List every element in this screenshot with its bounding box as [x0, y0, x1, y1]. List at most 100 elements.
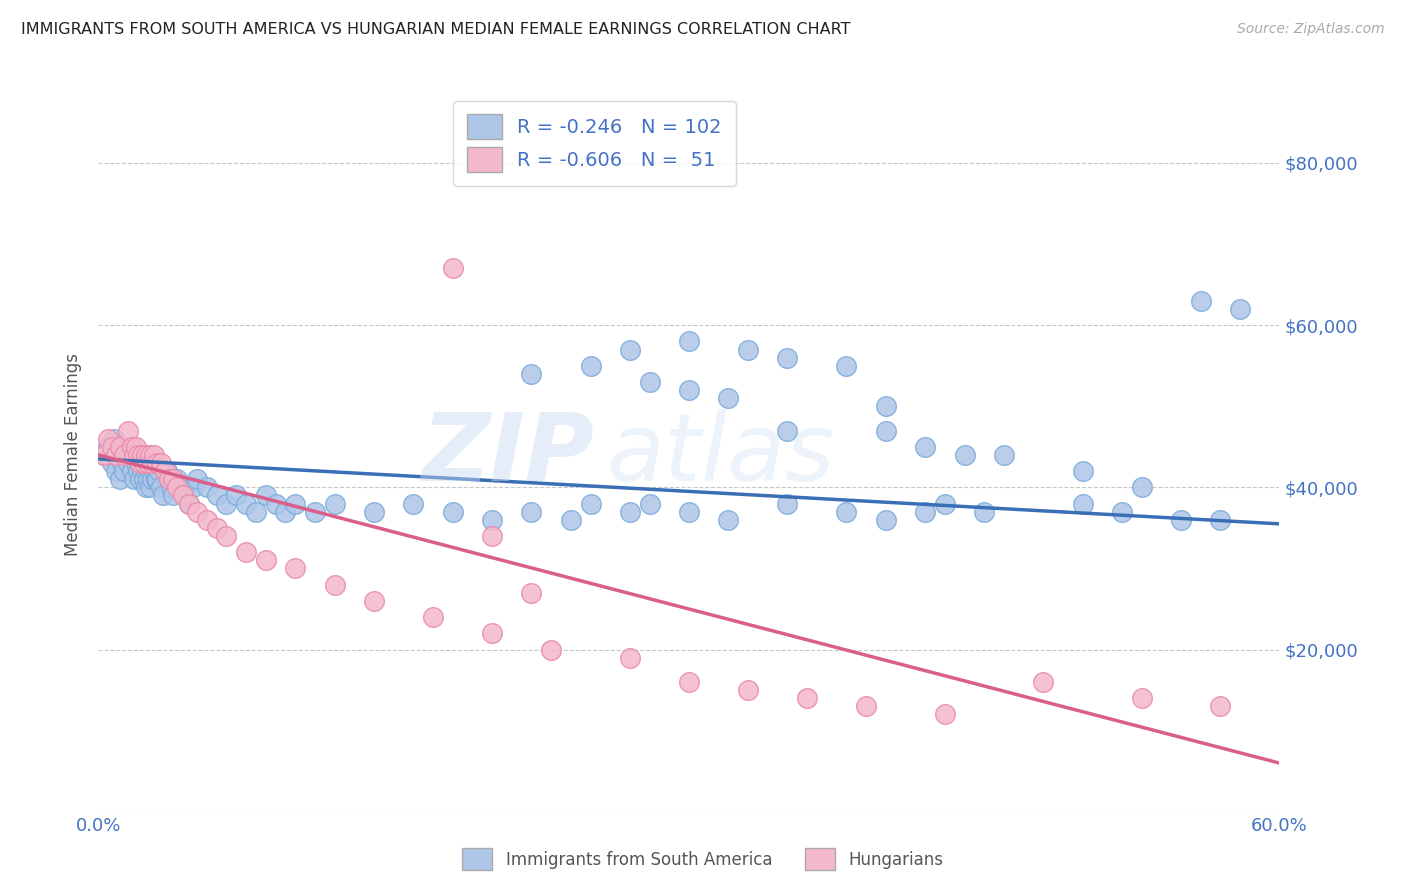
Point [105, 448, 128, 462]
Point [135, 480, 157, 494]
Point [156, 464, 179, 478]
Point [148, 464, 170, 478]
Point [195, 480, 218, 494]
Point [142, 464, 165, 478]
Point [402, 497, 425, 511]
Point [678, 505, 700, 519]
Point [875, 513, 897, 527]
Point [678, 675, 700, 690]
Point [264, 497, 287, 511]
Point [520, 586, 543, 600]
Point [141, 472, 163, 486]
Point [97, 432, 120, 446]
Point [131, 464, 153, 478]
Point [678, 383, 700, 397]
Point [155, 464, 177, 478]
Point [157, 472, 180, 486]
Point [97, 440, 120, 454]
Point [101, 440, 124, 454]
Point [1032, 675, 1054, 690]
Point [117, 424, 139, 438]
Point [166, 472, 188, 486]
Point [157, 472, 180, 486]
Point [934, 497, 956, 511]
Point [121, 440, 143, 454]
Point [122, 472, 145, 486]
Point [776, 351, 799, 365]
Point [776, 497, 799, 511]
Point [177, 497, 200, 511]
Point [619, 650, 641, 665]
Point [225, 488, 247, 502]
Point [101, 456, 124, 470]
Point [93, 448, 115, 462]
Point [166, 480, 188, 494]
Point [560, 513, 582, 527]
Point [215, 529, 238, 543]
Point [776, 424, 799, 438]
Point [284, 561, 307, 575]
Point [142, 448, 165, 462]
Point [441, 261, 464, 276]
Text: IMMIGRANTS FROM SOUTH AMERICA VS HUNGARIAN MEDIAN FEMALE EARNINGS CORRELATION CH: IMMIGRANTS FROM SOUTH AMERICA VS HUNGARI… [21, 22, 851, 37]
Point [1209, 699, 1232, 714]
Point [127, 464, 149, 478]
Point [934, 707, 956, 722]
Point [128, 456, 150, 470]
Point [619, 505, 641, 519]
Point [914, 505, 936, 519]
Point [363, 594, 385, 608]
Point [1071, 464, 1094, 478]
Point [162, 488, 184, 502]
Point [170, 480, 193, 494]
Point [835, 505, 858, 519]
Text: Source: ZipAtlas.com: Source: ZipAtlas.com [1237, 22, 1385, 37]
Point [135, 464, 157, 478]
Point [678, 334, 700, 349]
Point [215, 497, 238, 511]
Point [172, 488, 194, 502]
Point [174, 488, 197, 502]
Point [717, 513, 740, 527]
Point [93, 448, 115, 462]
Point [108, 440, 131, 454]
Point [122, 448, 145, 462]
Text: ZIP: ZIP [422, 409, 595, 501]
Point [186, 505, 208, 519]
Point [125, 456, 148, 470]
Point [235, 545, 257, 559]
Point [138, 464, 160, 478]
Point [619, 343, 641, 357]
Point [973, 505, 995, 519]
Point [304, 505, 326, 519]
Point [1111, 505, 1133, 519]
Point [145, 472, 167, 486]
Point [132, 472, 155, 486]
Point [128, 472, 150, 486]
Point [717, 391, 740, 405]
Point [111, 456, 134, 470]
Point [638, 375, 661, 389]
Point [122, 448, 145, 462]
Point [103, 432, 125, 446]
Point [118, 440, 141, 454]
Point [127, 448, 149, 462]
Point [135, 448, 157, 462]
Point [195, 513, 218, 527]
Point [205, 488, 228, 502]
Legend: R = -0.246   N = 102, R = -0.606   N =  51: R = -0.246 N = 102, R = -0.606 N = 51 [453, 101, 735, 186]
Point [363, 505, 385, 519]
Point [481, 513, 503, 527]
Point [112, 464, 135, 478]
Point [107, 448, 129, 462]
Point [254, 553, 277, 567]
Point [146, 456, 169, 470]
Point [150, 456, 173, 470]
Point [579, 497, 602, 511]
Point [245, 505, 267, 519]
Point [284, 497, 307, 511]
Point [835, 359, 858, 373]
Point [127, 448, 149, 462]
Point [131, 448, 153, 462]
Point [441, 505, 464, 519]
